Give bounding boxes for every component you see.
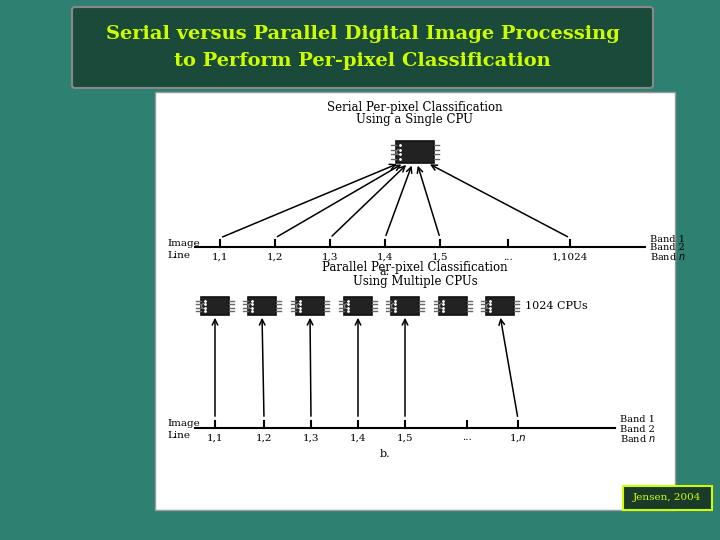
FancyBboxPatch shape [439,297,467,315]
Text: Using a Single CPU: Using a Single CPU [356,113,474,126]
Text: ...: ... [462,434,472,442]
Text: Band $n$: Band $n$ [620,433,656,443]
Text: Band 2: Band 2 [650,244,685,253]
Text: Parallel Per-pixel Classification: Parallel Per-pixel Classification [322,261,508,274]
Text: a.: a. [380,267,390,277]
FancyBboxPatch shape [72,7,653,88]
Text: 1024 CPUs: 1024 CPUs [525,301,588,311]
Text: 1,5: 1,5 [432,253,449,261]
Text: b.: b. [379,449,390,459]
Text: Band $n$: Band $n$ [650,252,686,262]
Text: Image: Image [167,420,199,429]
Text: Band 2: Band 2 [620,424,655,434]
Text: to Perform Per-pixel Classification: to Perform Per-pixel Classification [174,52,551,70]
Text: 1,2: 1,2 [266,253,283,261]
FancyBboxPatch shape [201,297,229,315]
Text: Line: Line [167,431,190,441]
Text: 1,4: 1,4 [350,434,366,442]
Text: Serial Per-pixel Classification: Serial Per-pixel Classification [327,100,503,113]
FancyBboxPatch shape [344,297,372,315]
FancyBboxPatch shape [486,297,514,315]
Text: 1,1024: 1,1024 [552,253,588,261]
FancyBboxPatch shape [396,141,434,163]
Text: Band 1: Band 1 [620,415,655,424]
Text: 1,5: 1,5 [397,434,413,442]
Text: Line: Line [167,251,190,260]
FancyBboxPatch shape [155,92,675,510]
Text: 1,4: 1,4 [377,253,393,261]
FancyBboxPatch shape [248,297,276,315]
Text: Jensen, 2004: Jensen, 2004 [633,494,701,503]
FancyBboxPatch shape [391,297,419,315]
Text: Serial versus Parallel Digital Image Processing: Serial versus Parallel Digital Image Pro… [106,25,619,43]
Text: 1,2: 1,2 [256,434,272,442]
Text: 1,1: 1,1 [207,434,223,442]
FancyBboxPatch shape [296,297,324,315]
FancyBboxPatch shape [623,486,712,510]
Text: 1,$n$: 1,$n$ [509,432,527,444]
Text: 1,1: 1,1 [212,253,228,261]
Text: ...: ... [503,253,513,261]
Text: 1,3: 1,3 [322,253,338,261]
Text: Using Multiple CPUs: Using Multiple CPUs [353,274,477,287]
Text: 1,3: 1,3 [302,434,319,442]
Text: Band 1: Band 1 [650,234,685,244]
Text: Image: Image [167,239,199,247]
